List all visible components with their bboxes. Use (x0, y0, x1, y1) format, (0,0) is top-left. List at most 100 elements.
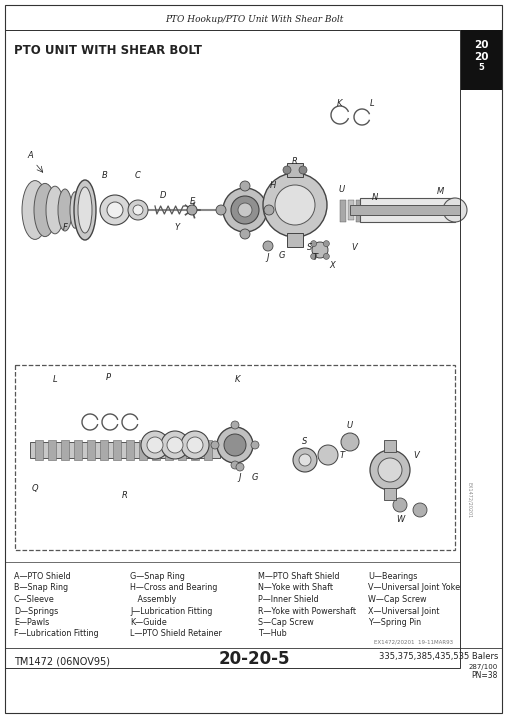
Bar (178, 440, 186, 460)
Bar (152, 440, 160, 460)
Circle shape (211, 441, 219, 449)
Text: PN=38: PN=38 (471, 671, 498, 679)
Bar (191, 440, 199, 460)
Text: M—PTO Shaft Shield: M—PTO Shaft Shield (258, 572, 339, 581)
Text: F: F (62, 223, 68, 233)
Text: 5: 5 (478, 63, 484, 73)
Bar (396, 200, 402, 220)
Circle shape (341, 433, 359, 451)
Circle shape (147, 437, 163, 453)
Bar (126, 440, 134, 460)
Bar (388, 200, 394, 222)
Circle shape (318, 445, 338, 465)
Text: R: R (292, 157, 298, 167)
Text: K: K (235, 376, 241, 385)
Text: R—Yoke with Powershaft: R—Yoke with Powershaft (258, 607, 356, 615)
Bar (35, 440, 43, 460)
Bar (15, 365, 455, 550)
Circle shape (312, 242, 328, 258)
Ellipse shape (70, 192, 80, 228)
Text: EX1472/20201  19-11MAR93: EX1472/20201 19-11MAR93 (374, 639, 453, 644)
Bar (380, 200, 386, 220)
Circle shape (141, 431, 169, 459)
Circle shape (161, 431, 189, 459)
Circle shape (443, 198, 467, 222)
Bar (30, 442, 220, 458)
Bar (348, 200, 354, 220)
Bar (61, 440, 69, 460)
Text: G: G (252, 473, 258, 482)
Text: E—Pawls: E—Pawls (14, 618, 49, 627)
Circle shape (187, 205, 197, 215)
Text: H: H (270, 180, 276, 190)
Bar (340, 200, 346, 222)
Text: T: T (339, 450, 344, 460)
Circle shape (181, 431, 209, 459)
Text: L—PTO Shield Retainer: L—PTO Shield Retainer (130, 630, 222, 638)
Text: G: G (279, 251, 285, 259)
Bar (74, 440, 82, 460)
Text: T—Hub: T—Hub (258, 630, 287, 638)
Circle shape (264, 205, 274, 215)
Text: K: K (337, 98, 343, 108)
Text: Y—Spring Pin: Y—Spring Pin (368, 618, 421, 627)
Circle shape (324, 253, 329, 259)
Text: W—Cap Screw: W—Cap Screw (368, 595, 427, 604)
Circle shape (310, 241, 316, 247)
Text: H—Cross and Bearing: H—Cross and Bearing (130, 584, 217, 592)
Bar (204, 440, 212, 460)
Text: T: T (312, 253, 318, 263)
Circle shape (263, 173, 327, 237)
Circle shape (231, 421, 239, 429)
Text: TM1472 (06NOV95): TM1472 (06NOV95) (14, 656, 110, 666)
Bar (384, 488, 396, 500)
Text: V: V (351, 243, 357, 253)
Bar (287, 163, 303, 177)
Bar (5, 30, 460, 668)
Circle shape (216, 205, 226, 215)
Circle shape (167, 437, 183, 453)
Text: J—Lubrication Fitting: J—Lubrication Fitting (130, 607, 212, 615)
Text: F—Lubrication Fitting: F—Lubrication Fitting (14, 630, 99, 638)
Text: N—Yoke with Shaft: N—Yoke with Shaft (258, 584, 333, 592)
Circle shape (223, 188, 267, 232)
Circle shape (413, 503, 427, 517)
Bar (87, 440, 95, 460)
Circle shape (240, 181, 250, 191)
Circle shape (224, 434, 246, 456)
Circle shape (299, 166, 307, 174)
Text: S—Cap Screw: S—Cap Screw (258, 618, 314, 627)
Text: V: V (413, 450, 419, 460)
Circle shape (393, 498, 407, 512)
Text: 20: 20 (474, 40, 488, 50)
Circle shape (217, 427, 253, 463)
Text: D: D (160, 190, 166, 200)
Circle shape (310, 253, 316, 259)
Text: A: A (27, 151, 33, 159)
Bar (372, 200, 378, 222)
Text: B—Snap Ring: B—Snap Ring (14, 584, 68, 592)
Text: V—Universal Joint Yoke: V—Universal Joint Yoke (368, 584, 460, 592)
Circle shape (238, 203, 252, 217)
Ellipse shape (22, 181, 48, 239)
Circle shape (251, 441, 259, 449)
Circle shape (263, 241, 273, 251)
Text: P: P (106, 373, 111, 381)
Text: L: L (53, 376, 57, 385)
Text: D—Springs: D—Springs (14, 607, 58, 615)
Text: N: N (372, 193, 378, 202)
Text: 20-20-5: 20-20-5 (218, 650, 290, 668)
Text: 335,375,385,435,535 Balers: 335,375,385,435,535 Balers (378, 653, 498, 661)
Bar (420, 200, 426, 222)
Text: Assembly: Assembly (130, 595, 176, 604)
Ellipse shape (74, 180, 96, 240)
Circle shape (324, 241, 329, 247)
Circle shape (100, 195, 130, 225)
Text: G—Snap Ring: G—Snap Ring (130, 572, 185, 581)
Text: J: J (239, 472, 241, 482)
Bar (428, 200, 434, 220)
Circle shape (133, 205, 143, 215)
Circle shape (231, 461, 239, 469)
Text: J: J (267, 253, 269, 263)
Text: X: X (329, 261, 335, 269)
